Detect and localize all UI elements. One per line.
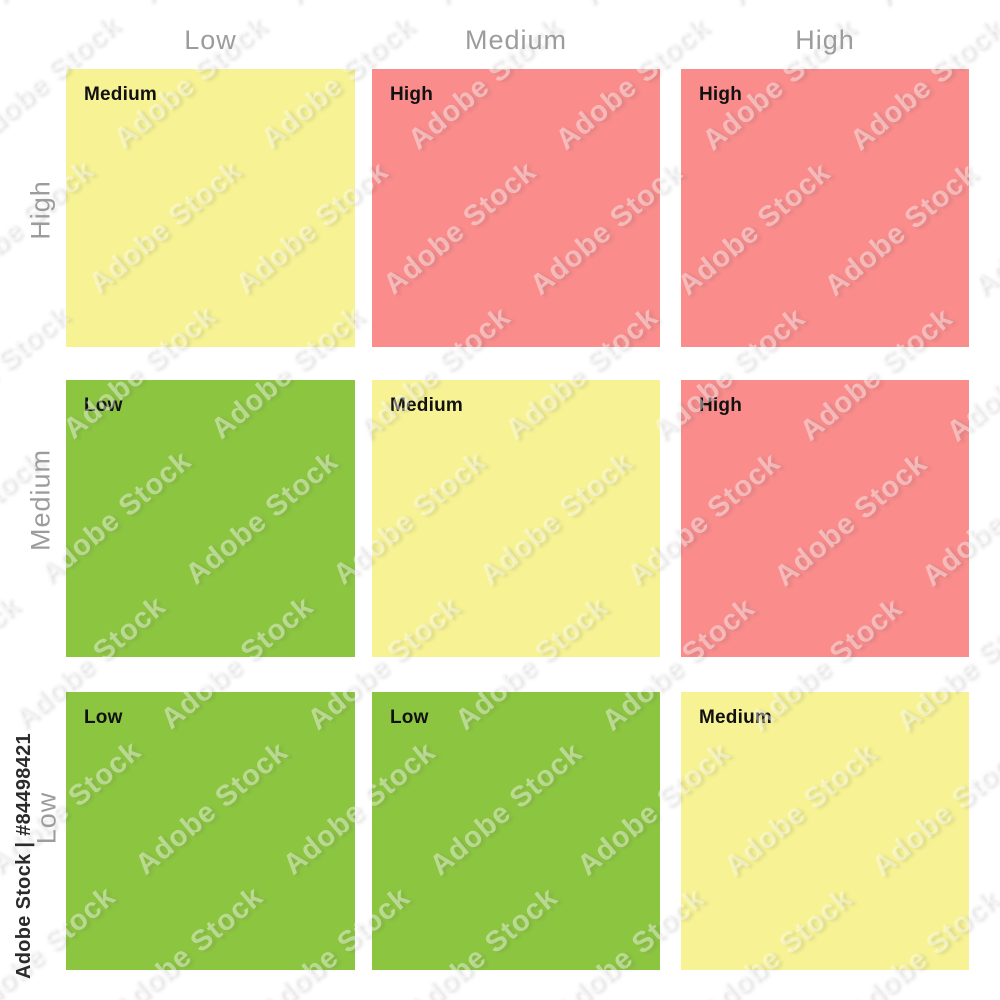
matrix-cell-r0c1: High (372, 69, 660, 347)
watermark-text: Adobe Stock (428, 0, 593, 11)
cell-value-label: High (699, 395, 743, 416)
column-header-high: High (795, 25, 855, 55)
cell-value-label: High (699, 84, 743, 105)
watermark-text: Adobe Stock (722, 0, 887, 12)
matrix-cell-r2c1: Low (372, 692, 660, 970)
column-header-low: Low (184, 25, 237, 55)
matrix-cell-r1c0: Low (66, 380, 355, 657)
cell-value-label: High (390, 84, 434, 105)
watermark-text: Adobe Stock (966, 157, 1000, 303)
row-label-low: Low (31, 791, 62, 845)
watermark-text: Adobe Stock (133, 0, 298, 11)
column-header-medium: Medium (464, 25, 568, 55)
cell-value-label: Medium (699, 707, 772, 728)
cell-value-label: Medium (390, 395, 463, 416)
matrix-cell-r0c2: High (681, 69, 969, 347)
watermark-text: Adobe Stock (280, 0, 445, 11)
row-label-high: High (25, 180, 56, 240)
watermark-text: Adobe Stock (869, 0, 1000, 13)
cell-value-label: Medium (84, 84, 157, 105)
watermark-text: Adobe Stock (0, 0, 150, 155)
matrix-cell-r1c2: High (681, 380, 969, 657)
matrix-cell-r2c2: Medium (681, 692, 969, 970)
watermark-text: Adobe Stock (0, 299, 76, 445)
matrix-cell-r2c0: Low (66, 692, 355, 970)
watermark-text: Adobe Stock (988, 883, 1000, 1000)
adobe-stock-attribution: Adobe Stock | #84498421 (13, 733, 35, 979)
watermark-text: Adobe Stock (991, 12, 1000, 158)
matrix-cell-r1c1: Medium (372, 380, 660, 657)
watermark-text: Adobe Stock (575, 0, 740, 12)
cell-value-label: Low (84, 395, 123, 416)
matrix-cell-r0c0: Medium (66, 69, 355, 347)
cell-value-label: Low (84, 707, 123, 728)
watermark-text: Adobe Stock (0, 589, 26, 735)
watermark-text: Adobe Stock (0, 0, 4, 10)
cell-value-label: Low (390, 707, 429, 728)
row-label-medium: Medium (25, 448, 56, 552)
